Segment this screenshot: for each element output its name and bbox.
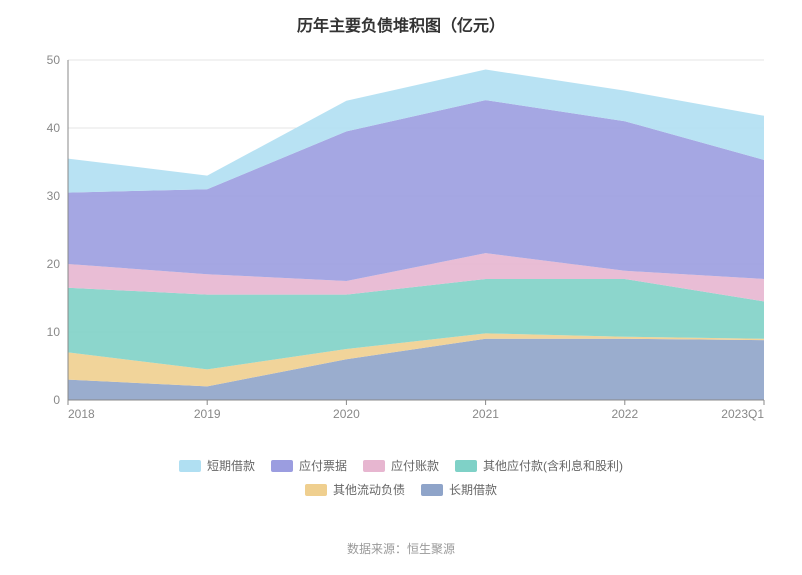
legend-swatch: [179, 460, 201, 472]
legend-item-other_payables[interactable]: 其他应付款(含利息和股利): [455, 455, 623, 477]
svg-text:2019: 2019: [194, 407, 221, 421]
legend-label: 其他应付款(含利息和股利): [483, 455, 623, 477]
legend-swatch: [421, 484, 443, 496]
svg-text:50: 50: [47, 53, 61, 67]
legend-swatch: [363, 460, 385, 472]
stacked-area-chart: 0 10 20 30 40 50 2018 2019 2020 2021 2022 2023Q1: [20, 50, 780, 430]
legend-row: 其他流动负债 长期借款: [0, 479, 802, 503]
svg-text:2020: 2020: [333, 407, 360, 421]
svg-text:2018: 2018: [68, 407, 95, 421]
legend: 短期借款 应付票据 应付账款 其他应付款(含利息和股利) 其他流动负债 长期借款: [0, 455, 802, 503]
legend-item-short_term_loan[interactable]: 短期借款: [179, 455, 255, 477]
svg-text:40: 40: [47, 121, 61, 135]
svg-text:20: 20: [47, 257, 61, 271]
legend-label: 长期借款: [449, 479, 497, 501]
chart-plot-area: 0 10 20 30 40 50 2018 2019 2020 2021 2022 2023Q1: [20, 50, 780, 430]
chart-title: 历年主要负债堆积图（亿元）: [0, 0, 802, 36]
legend-label: 短期借款: [207, 455, 255, 477]
legend-swatch: [455, 460, 477, 472]
source-name: 恒生聚源: [407, 542, 455, 556]
legend-row: 短期借款 应付票据 应付账款 其他应付款(含利息和股利): [0, 455, 802, 479]
legend-label: 应付账款: [391, 455, 439, 477]
legend-label: 其他流动负债: [333, 479, 405, 501]
legend-item-notes_payable[interactable]: 应付票据: [271, 455, 347, 477]
svg-text:2022: 2022: [611, 407, 638, 421]
svg-text:10: 10: [47, 325, 61, 339]
legend-item-other_current[interactable]: 其他流动负债: [305, 479, 405, 501]
data-source: 数据来源：恒生聚源: [0, 540, 802, 557]
legend-item-accounts_payable[interactable]: 应付账款: [363, 455, 439, 477]
svg-text:30: 30: [47, 189, 61, 203]
svg-text:2023Q1: 2023Q1: [721, 407, 764, 421]
legend-label: 应付票据: [299, 455, 347, 477]
source-prefix: 数据来源：: [347, 542, 407, 556]
svg-text:2021: 2021: [472, 407, 499, 421]
chart-container: 历年主要负债堆积图（亿元） 0 10 20 30 40 50 2018 2019 2020 202…: [0, 0, 802, 575]
legend-item-long_term_loan[interactable]: 长期借款: [421, 479, 497, 501]
legend-swatch: [305, 484, 327, 496]
svg-text:0: 0: [53, 393, 60, 407]
legend-swatch: [271, 460, 293, 472]
